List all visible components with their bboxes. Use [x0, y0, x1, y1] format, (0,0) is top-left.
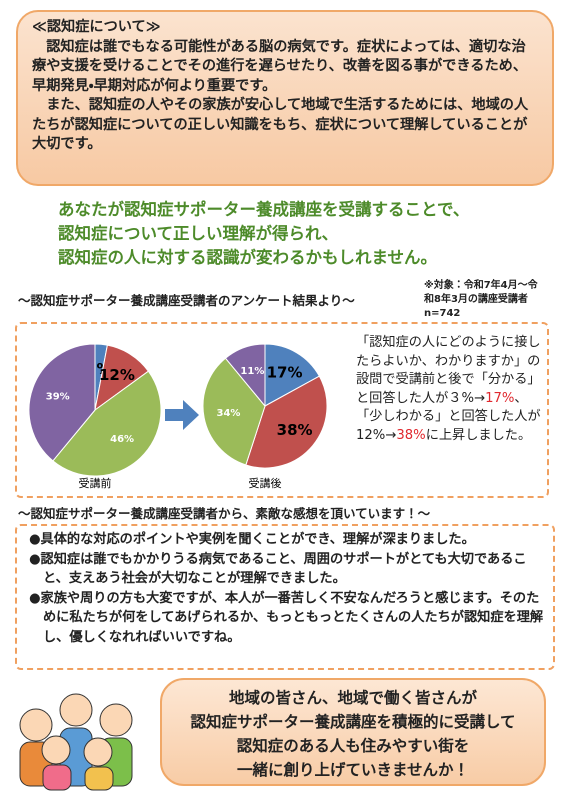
feedback-title: ～認知症サポーター養成講座受講者から、素敵な感想を頂いています！～ — [18, 506, 431, 521]
pie-slice — [264, 343, 321, 407]
arrow — [165, 400, 199, 430]
message-line: 認知症の人に対する認識が変わるかもしれません。 — [58, 248, 438, 267]
closing-box: 地域の皆さん、地域で働く皆さんが 認知症サポーター養成講座を積極的に受講して 認… — [160, 678, 546, 786]
survey-description: 「認知症の人にどのように接したらよいか、わかりますか」の設問で受講前と後で「分か… — [356, 334, 544, 445]
pie-caption: 受講前 — [79, 476, 112, 490]
text: に上昇しました。 — [425, 427, 532, 443]
slice-label: 39% — [46, 392, 70, 403]
survey-box — [15, 322, 549, 498]
feedback-item: 家族や周りの方も大変ですが、本人が一番苦しく不安なんだろうと感じます。そのために… — [29, 589, 545, 648]
highlight: 17% — [485, 390, 515, 406]
slice-label: 46% — [110, 434, 134, 445]
message-line: 認知症について正しい理解が得られ、 — [58, 224, 339, 243]
pie-slice — [28, 343, 96, 462]
message-line: あなたが認知症サポーター養成講座を受講することで、 — [58, 200, 470, 219]
text: 、「少しわかる」と回答した人が12%→ — [356, 390, 541, 443]
person — [41, 735, 72, 791]
closing-line: 一緒に創り上げていきませんか！ — [236, 761, 470, 779]
slice-label: 34% — [216, 408, 240, 419]
closing-line: 認知症のある人も住みやすい街を — [236, 737, 470, 755]
closing-line: 認知症サポーター養成講座を積極的に受講して — [190, 713, 516, 731]
survey-title: ～認知症サポーター養成講座受講者のアンケート結果より～ — [18, 293, 355, 308]
intro-paragraph: また、認知症の人やその家族が安心して地域で生活するためには、地域の人たちが認知症… — [32, 97, 529, 152]
pie-slice — [202, 357, 266, 466]
pie-caption: 受講後 — [249, 476, 282, 490]
highlight: 38% — [396, 427, 426, 443]
intro-paragraph: 認知症は誰でもなる可能性がある脳の病気です。症状によっては、適切な治療や支援を受… — [32, 38, 528, 94]
pie-slice — [224, 343, 266, 408]
feedback-box: 具体的な対応のポイントや実例を聞くことができ、理解が深まりました。 認知症は誰で… — [15, 524, 555, 670]
person — [83, 737, 114, 791]
closing-line: 地域の皆さん、地域で働く皆さんが — [228, 689, 477, 707]
slice-label: 11% — [240, 366, 264, 377]
survey-note: ※対象：令和7年4月～令和8年3月の講座受講者 n=742 — [424, 280, 538, 319]
slice-label: 38% — [277, 421, 313, 439]
feedback-item: 認知症は誰でもかかりうる病気であること、周囲のサポートがとても大切であること、支… — [29, 550, 545, 589]
pie-slice — [245, 375, 328, 469]
slice-label: 17% — [267, 363, 303, 381]
people-illustration — [19, 693, 133, 791]
feedback-item: 具体的な対応のポイントや実例を聞くことができ、理解が深まりました。 — [29, 530, 545, 550]
intro-box: ≪認知症について≫ 認知症は誰でもなる可能性がある脳の病気です。症状によっては、… — [16, 10, 554, 186]
pie-slice — [52, 370, 162, 477]
slice-label: 12% — [99, 366, 135, 384]
text: 「認知症の人にどのように接したらよいか、わかりますか」の設問で受講前と後で「分か… — [356, 335, 541, 406]
message: あなたが認知症サポーター養成講座を受講することで、 認知症について正しい理解が得… — [58, 198, 538, 270]
intro-heading: ≪認知症について≫ — [32, 19, 161, 35]
